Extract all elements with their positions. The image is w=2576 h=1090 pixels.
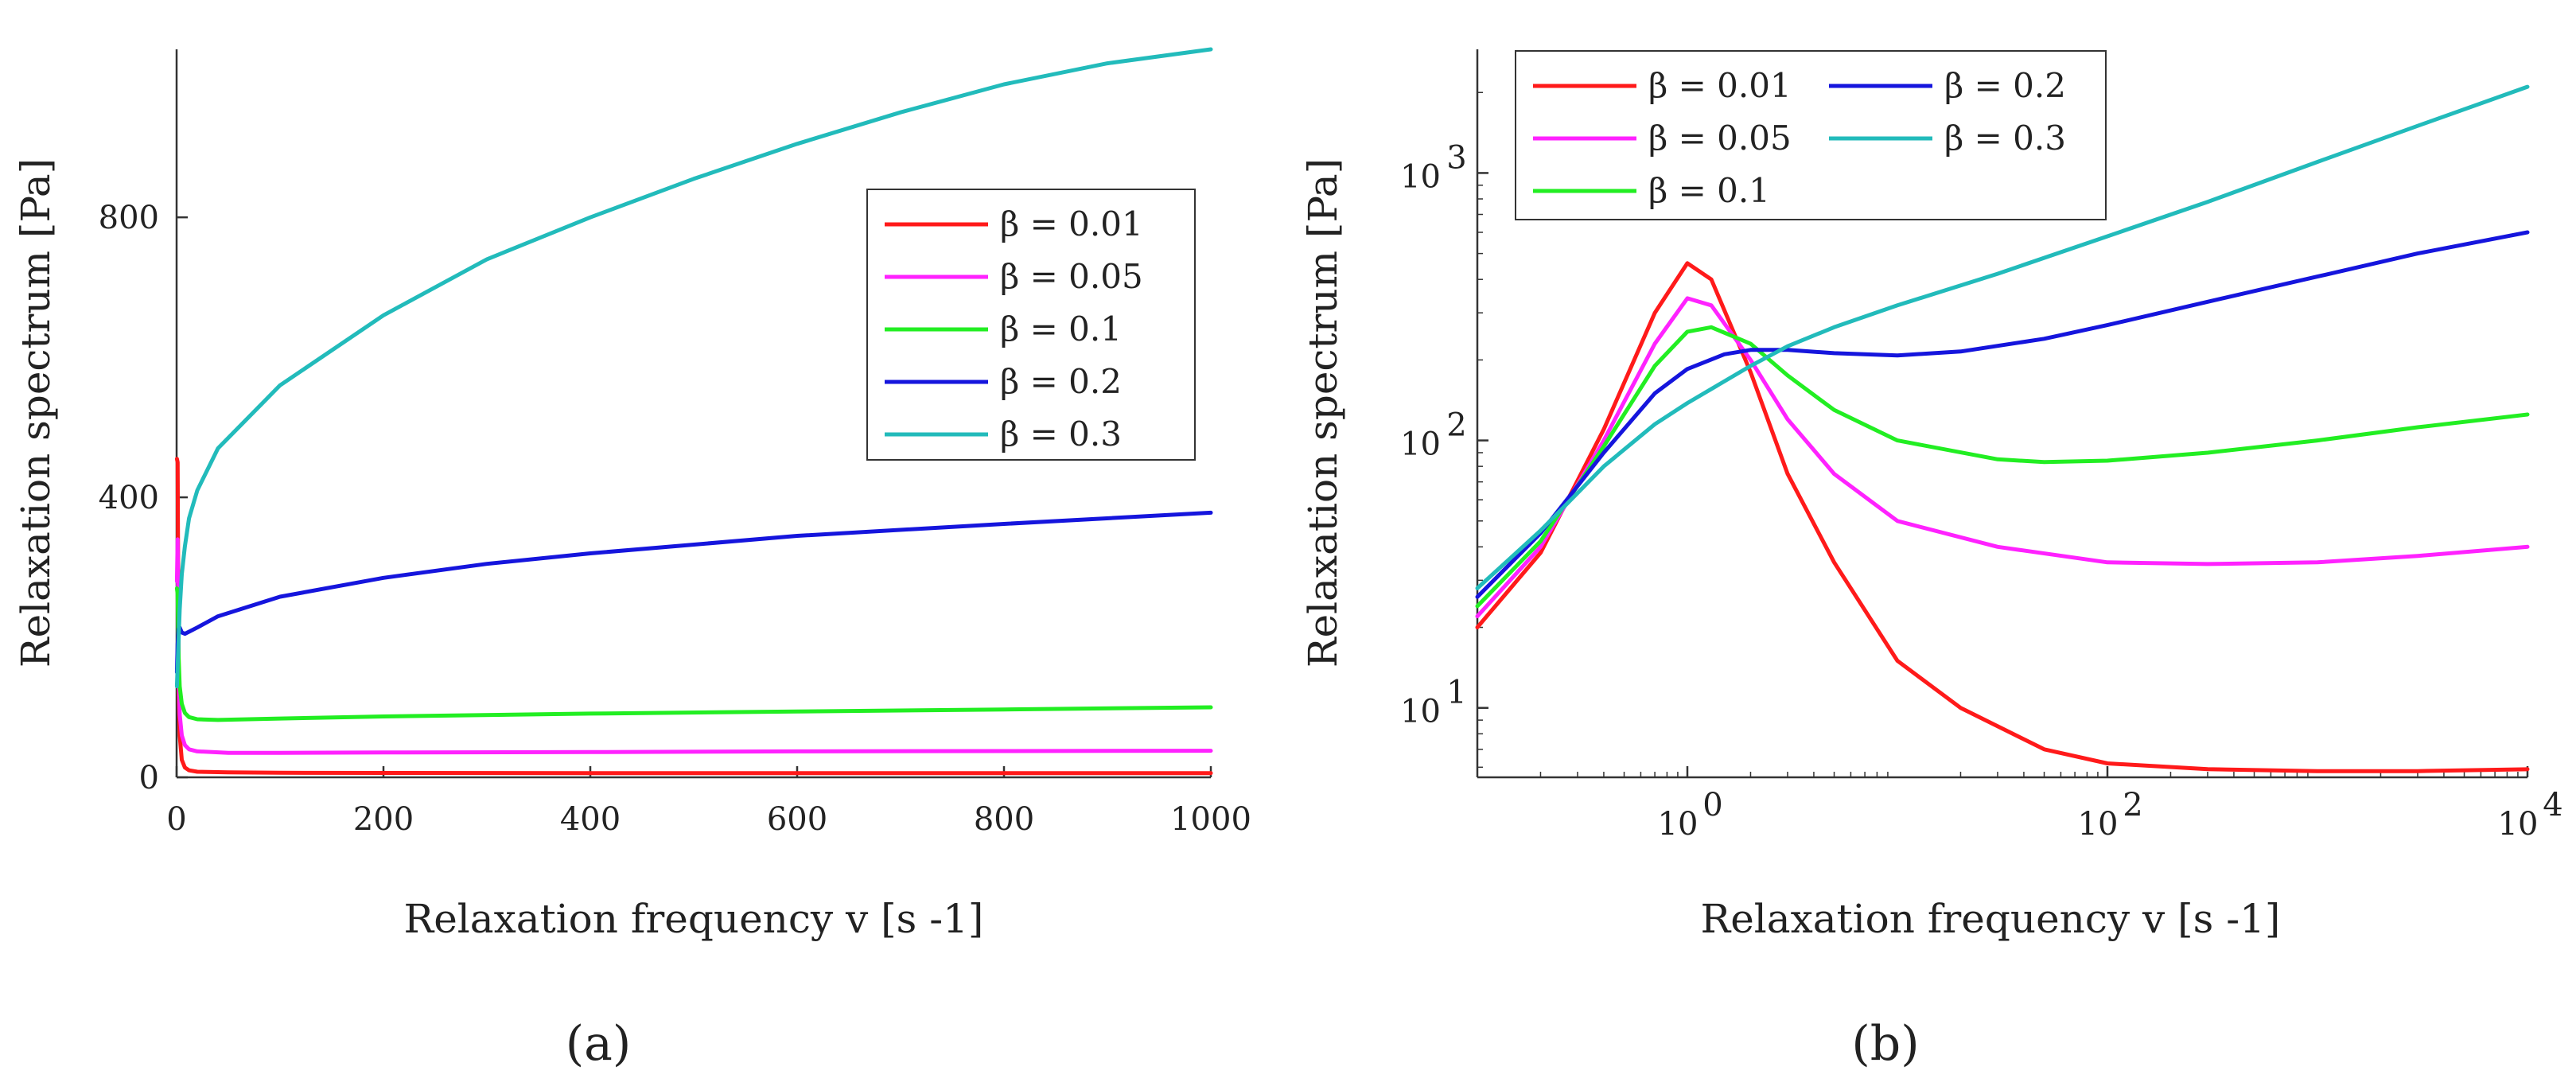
panel-a-legend-label: β = 0.1 bbox=[1000, 309, 1122, 348]
panel-a-y-tick-label: 0 bbox=[139, 760, 159, 796]
panel-a-series-line-3 bbox=[174, 586, 1213, 722]
panel-a-series-line-5 bbox=[174, 47, 1213, 689]
panel-b-legend-label: β = 0.05 bbox=[1648, 119, 1792, 158]
panel-b-x-tick-label: 10 bbox=[1658, 806, 1699, 843]
panel-b-series bbox=[1475, 84, 2530, 773]
panel-b-x-tick-label: 10 bbox=[2498, 806, 2539, 843]
panel-b-legend-label: β = 0.3 bbox=[1944, 119, 2066, 158]
panel-b-legend-label: β = 0.2 bbox=[1944, 66, 2066, 105]
panel-a-legend-label: β = 0.3 bbox=[1000, 415, 1122, 454]
panel-a-chart: 0 200 400 600 800 1000 0 400 800 Relaxation fre… bbox=[13, 47, 1251, 1072]
panel-b-series-line-1 bbox=[1475, 261, 2530, 773]
panel-a-x-ticks: 0 200 400 600 800 1000 bbox=[166, 766, 1251, 838]
panel-a-legend-label: β = 0.01 bbox=[1000, 204, 1143, 243]
panel-b-legend: β = 0.01 β = 0.05 β = 0.1 β = 0.2 β = 0.3 bbox=[1515, 50, 2107, 220]
panel-a-x-tick-label: 800 bbox=[974, 801, 1034, 838]
panel-b-x-tick-label: 10 bbox=[2078, 806, 2119, 843]
panel-a-series-line-4 bbox=[174, 510, 1213, 675]
panel-a-label: (a) bbox=[566, 1016, 632, 1072]
panel-b-y-tick-label: 10 bbox=[1400, 158, 1441, 195]
panel-a-x-tick-label: 200 bbox=[353, 801, 414, 838]
panel-b-series-line-3 bbox=[1475, 325, 2530, 609]
panel-a-x-axis-title: Relaxation frequency v [s -1] bbox=[404, 896, 984, 942]
panel-b-y-tick-label: 10 bbox=[1400, 426, 1441, 463]
panel-b-y-tick-label: 10 bbox=[1400, 694, 1441, 730]
panel-b-legend-label: β = 0.01 bbox=[1648, 66, 1792, 105]
panel-a-y-ticks: 0 400 800 bbox=[99, 200, 188, 796]
panel-a-series-line-1 bbox=[174, 457, 1213, 776]
panel-b-series-line-5 bbox=[1475, 84, 2530, 590]
panel-a-y-axis-title: Relaxation spectrum [Pa] bbox=[13, 158, 59, 668]
panel-b-label: (b) bbox=[1851, 1016, 1919, 1072]
panel-b-y-tick-exponent: 3 bbox=[1446, 139, 1466, 176]
panel-a-x-tick-label: 600 bbox=[767, 801, 827, 838]
panel-a-series-line-2 bbox=[174, 537, 1213, 755]
panel-a-x-tick-label: 1000 bbox=[1170, 801, 1251, 838]
panel-a-legend-box bbox=[866, 189, 1196, 461]
panel-b-legend-label: β = 0.1 bbox=[1648, 171, 1770, 210]
panel-b-series-line-4 bbox=[1475, 230, 2530, 599]
panel-a-y-tick-label: 400 bbox=[99, 480, 159, 516]
panel-a-legend-label: β = 0.2 bbox=[1000, 362, 1122, 401]
panel-b-y-tick-exponent: 2 bbox=[1446, 407, 1466, 444]
panel-b-x-axis-title: Relaxation frequency v [s -1] bbox=[1701, 896, 2281, 942]
panel-a-y-tick-label: 800 bbox=[99, 200, 159, 236]
panel-a-x-tick-label: 0 bbox=[166, 801, 186, 838]
panel-b-series-line-2 bbox=[1475, 296, 2530, 619]
panel-a-x-tick-label: 400 bbox=[560, 801, 621, 838]
panel-b-y-axis-title: Relaxation spectrum [Pa] bbox=[1300, 158, 1346, 668]
panel-a-series bbox=[174, 47, 1213, 776]
panel-b-x-tick-exponent: 0 bbox=[1702, 787, 1722, 823]
panel-a-legend: β = 0.01 β = 0.05 β = 0.1 β = 0.2 β = 0.3 bbox=[866, 189, 1196, 461]
panel-b-y-tick-exponent: 1 bbox=[1446, 675, 1466, 711]
panel-b-x-tick-exponent: 4 bbox=[2543, 787, 2562, 823]
panel-b-x-tick-exponent: 2 bbox=[2123, 787, 2142, 823]
panel-a-legend-label: β = 0.05 bbox=[1000, 257, 1143, 296]
